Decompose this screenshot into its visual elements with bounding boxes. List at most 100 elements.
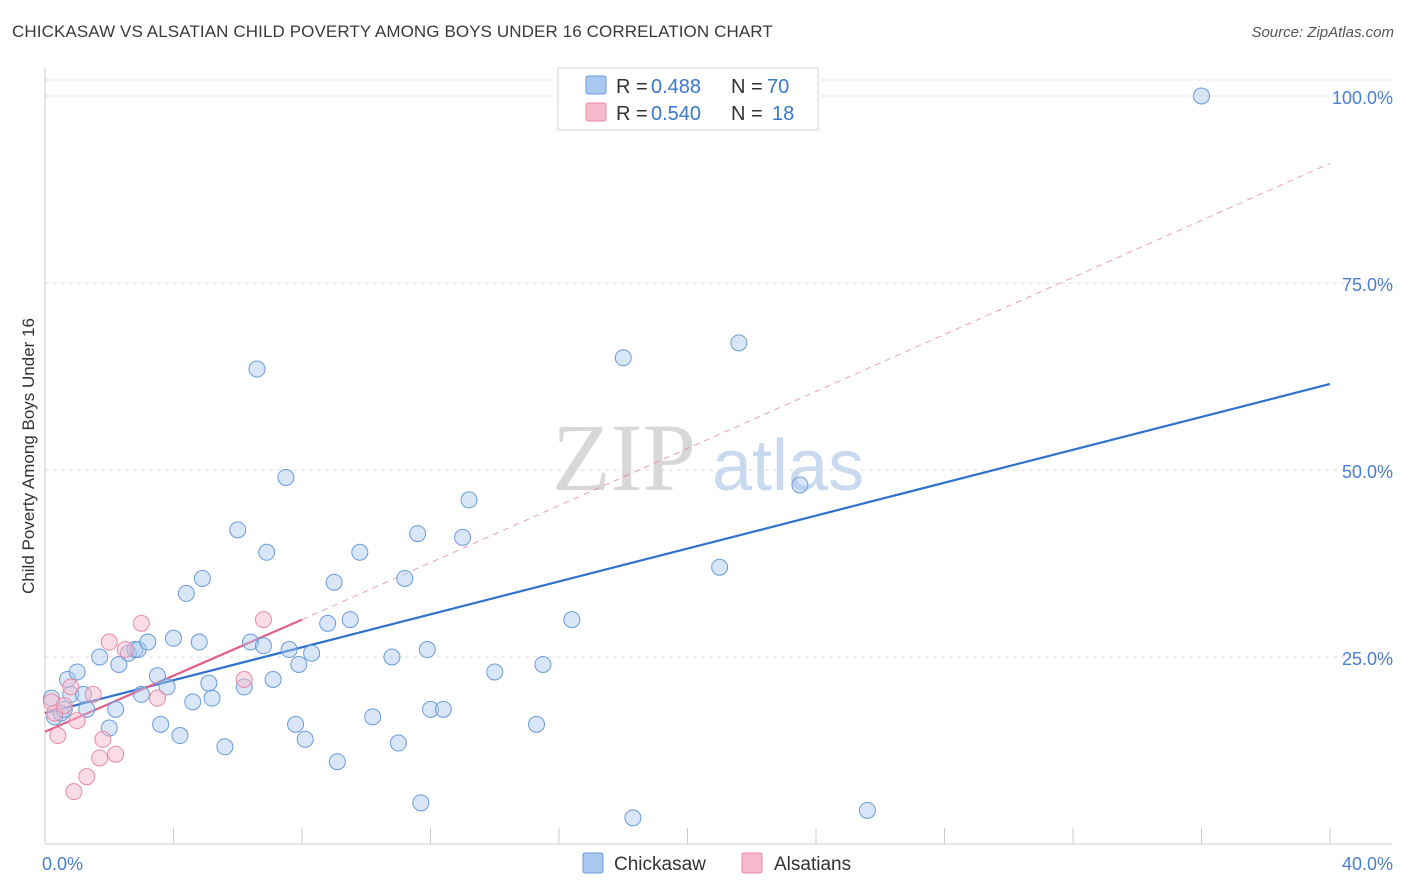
point-chickasaw-45: [328, 753, 346, 771]
point-chickasaw-8: [78, 700, 96, 718]
point-chickasaw-35: [258, 543, 276, 561]
series-legend: Chickasaw Alsatians: [582, 852, 851, 875]
point-chickasaw-51: [396, 569, 414, 587]
y-tick-label-25: 25.0%: [1342, 649, 1393, 669]
point-chickasaw-60: [528, 715, 546, 733]
point-chickasaw-67: [791, 476, 809, 494]
point-chickasaw-54: [418, 641, 436, 659]
legend-r-label-chickasaw: R =: [616, 76, 648, 98]
point-chickasaw-22: [171, 727, 189, 745]
point-alsatian-8: [84, 685, 102, 703]
source-credit: Source: ZipAtlas.com: [1251, 24, 1394, 41]
point-chickasaw-30: [229, 521, 247, 539]
watermark: ZIP atlas: [552, 404, 864, 511]
point-chickasaw-41: [296, 730, 314, 748]
point-chickasaw-19: [152, 715, 170, 733]
point-chickasaw-52: [409, 525, 427, 543]
bottom-legend-chickasaw: Chickasaw: [614, 854, 706, 875]
point-chickasaw-48: [364, 708, 382, 726]
point-chickasaw-58: [460, 491, 478, 509]
point-chickasaw-43: [319, 614, 337, 632]
point-chickasaw-55: [422, 700, 439, 718]
y-tick-label-75: 75.0%: [1342, 275, 1393, 295]
point-chickasaw-39: [287, 715, 305, 733]
trend-line-chickasaw: [44, 382, 1331, 715]
legend-swatch-chickasaw: [585, 75, 607, 95]
point-chickasaw-26: [193, 569, 211, 587]
point-chickasaw-28: [203, 689, 221, 707]
point-chickasaw-11: [107, 700, 125, 718]
y-axis-title: Child Poverty Among Boys Under 16: [19, 318, 38, 594]
trend-lines: [44, 162, 1331, 733]
point-chickasaw-66: [730, 334, 748, 352]
legend-n-value-alsatian: 18: [772, 103, 794, 125]
legend-r-value-alsatian: 0.540: [651, 103, 701, 125]
point-chickasaw-59: [486, 663, 504, 681]
point-chickasaw-34: [254, 637, 272, 655]
x-tick-label-max: 40.0%: [1342, 854, 1393, 874]
legend-n-label-alsatian: N =: [731, 103, 763, 125]
point-chickasaw-32: [242, 633, 260, 651]
x-tick-label-min: 0.0%: [42, 854, 83, 874]
point-alsatian-11: [100, 633, 118, 651]
point-alsatian-2: [49, 727, 67, 745]
point-alsatian-10: [94, 730, 112, 748]
point-alsatian-9: [91, 749, 109, 767]
point-alsatian-14: [132, 614, 150, 632]
point-chickasaw-18: [148, 667, 166, 685]
point-chickasaw-44: [325, 573, 343, 591]
y-tick-label-50: 50.0%: [1342, 462, 1393, 482]
chart-title: CHICKASAW VS ALSATIAN CHILD POVERTY AMON…: [12, 22, 773, 41]
watermark-atlas: atlas: [712, 426, 864, 506]
point-chickasaw-27: [200, 674, 218, 692]
point-alsatian-6: [68, 712, 86, 730]
point-chickasaw-46: [341, 611, 359, 629]
point-alsatian-5: [65, 783, 83, 801]
point-alsatian-12: [107, 745, 125, 763]
point-chickasaw-49: [383, 648, 401, 666]
watermark-zip: ZIP: [552, 404, 696, 511]
point-chickasaw-53: [412, 794, 430, 812]
point-chickasaw-42: [303, 644, 321, 662]
point-chickasaw-33: [248, 360, 266, 378]
point-alsatian-17: [254, 611, 272, 629]
point-alsatian-16: [235, 670, 253, 688]
point-chickasaw-37: [277, 468, 295, 486]
point-chickasaw-65: [711, 558, 729, 576]
point-chickasaw-63: [614, 349, 632, 367]
point-chickasaw-69: [1193, 87, 1210, 105]
point-chickasaw-12: [110, 655, 128, 673]
point-chickasaw-57: [454, 528, 472, 546]
tick-labels: 25.0% 50.0% 75.0% 100.0% 0.0% 40.0%: [42, 88, 1393, 874]
point-chickasaw-25: [190, 633, 208, 651]
point-alsatian-3: [55, 697, 73, 715]
bottom-legend-swatch-alsatian: [741, 852, 763, 874]
point-chickasaw-64: [624, 809, 642, 827]
bottom-legend-swatch-chickasaw: [582, 852, 604, 874]
point-alsatian-7: [78, 768, 96, 786]
axes: [44, 68, 1392, 845]
point-chickasaw-17: [139, 633, 157, 651]
point-chickasaw-21: [165, 629, 182, 647]
point-chickasaw-9: [91, 648, 109, 666]
point-chickasaw-56: [434, 700, 452, 718]
point-chickasaw-62: [563, 611, 581, 629]
point-chickasaw-16: [132, 685, 150, 703]
point-alsatian-4: [62, 678, 80, 696]
point-chickasaw-29: [216, 738, 234, 756]
legend-r-value-chickasaw: 0.488: [651, 76, 701, 98]
point-chickasaw-23: [177, 584, 195, 602]
point-chickasaw-20: [158, 678, 176, 696]
legend-swatch-alsatian: [585, 102, 607, 122]
trend-line-alsatian: [44, 618, 303, 733]
point-chickasaw-36: [264, 670, 282, 688]
point-chickasaw-61: [534, 655, 552, 673]
point-chickasaw-50: [389, 734, 407, 752]
point-alsatian-15: [148, 689, 166, 707]
y-tick-label-100: 100.0%: [1332, 88, 1393, 108]
point-chickasaw-40: [290, 655, 308, 673]
point-chickasaw-68: [858, 801, 876, 819]
point-alsatian-13: [116, 641, 134, 659]
point-chickasaw-6: [68, 663, 86, 681]
